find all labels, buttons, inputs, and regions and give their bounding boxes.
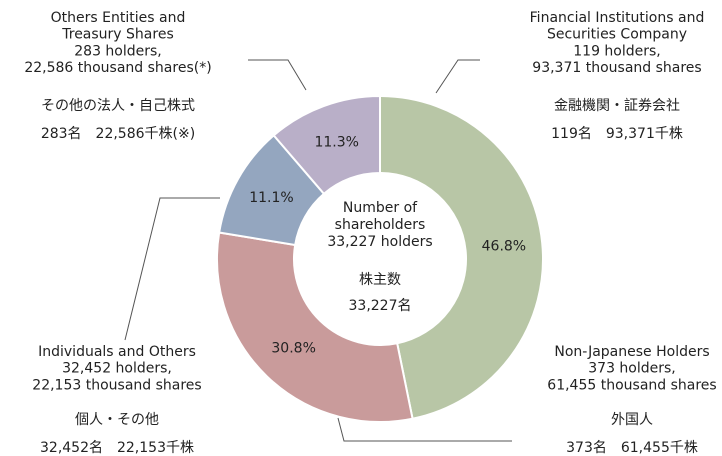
center-label: shareholders: [335, 217, 426, 233]
center-label-ja: 33,227名: [349, 298, 412, 314]
segment-label: 32,452 holders,: [62, 361, 172, 377]
value-label: 11.3%: [314, 134, 358, 150]
leader-line: [248, 59, 307, 91]
segment-label-ja: 個人・その他: [75, 412, 159, 428]
value-label: 11.1%: [249, 190, 293, 206]
value-label: 30.8%: [271, 341, 315, 357]
segment-label-ja: 373名 61,455千株: [566, 440, 698, 456]
segment-label: 22,586 thousand shares(*): [24, 60, 211, 76]
leader-line: [337, 417, 512, 442]
segment-label: Financial Institutions and: [530, 10, 705, 26]
donut-segment: [379, 94, 544, 420]
segment-label: 61,455 thousand shares: [547, 377, 716, 393]
leader-line: [124, 197, 220, 341]
segment-label: Securities Company: [547, 27, 687, 43]
segment-label: 119 holders,: [573, 43, 661, 59]
segment-label: Individuals and Others: [38, 344, 196, 360]
segment-label: 93,371 thousand shares: [532, 60, 701, 76]
segment-label: Non-Japanese Holders: [554, 344, 709, 360]
center-label-ja: 株主数: [359, 272, 401, 288]
segment-label-ja: 283名 22,586千株(※): [41, 126, 195, 142]
donut-segment: [216, 231, 414, 423]
segment-label-ja: 119名 93,371千株: [551, 126, 683, 142]
segment-label: 373 holders,: [588, 361, 676, 377]
segment-label: Treasury Shares: [61, 27, 174, 43]
leader-line: [435, 59, 480, 94]
value-label: 46.8%: [482, 239, 526, 255]
segment-label: 22,153 thousand shares: [32, 377, 201, 393]
segment-label: Others Entities and: [51, 10, 186, 26]
segment-label-ja: 外国人: [611, 412, 653, 428]
center-label: Number of: [343, 200, 418, 216]
donut-segment: [272, 94, 381, 196]
segment-label-ja: 32,452名 22,153千株: [40, 440, 194, 456]
segment-label-ja: その他の法人・自己株式: [41, 98, 195, 114]
center-label: 33,227 holders: [327, 234, 432, 250]
segment-label-ja: 金融機関・証券会社: [554, 98, 680, 114]
segment-label: 283 holders,: [74, 43, 162, 59]
